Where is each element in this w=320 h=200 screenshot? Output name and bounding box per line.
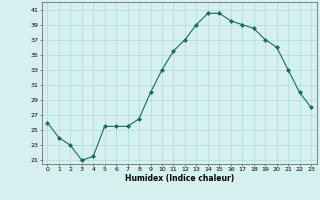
X-axis label: Humidex (Indice chaleur): Humidex (Indice chaleur): [124, 174, 234, 183]
